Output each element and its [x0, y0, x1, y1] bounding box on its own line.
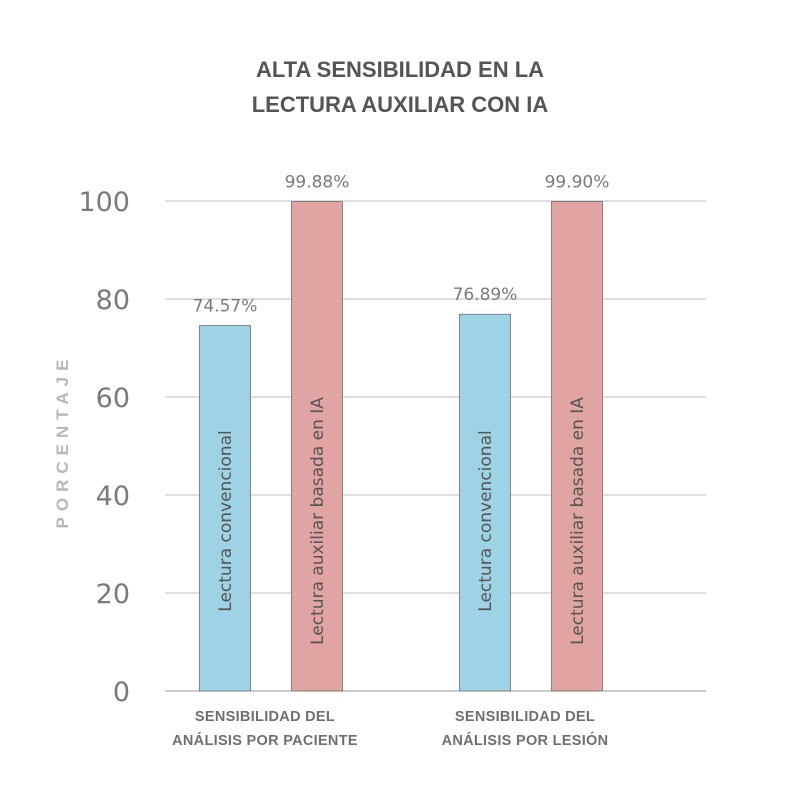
category-label: ANÁLISIS POR PACIENTE: [172, 732, 358, 749]
bar-ai-1: [551, 201, 603, 692]
gridlines: [165, 200, 706, 692]
category-label: ANÁLISIS POR LESIÓN: [442, 731, 609, 749]
category-labels: SENSIBILIDAD DEL ANÁLISIS POR PACIENTE SEN…: [172, 709, 608, 749]
bar-series-label: Lectura auxiliar basada en IA: [308, 397, 328, 645]
bar-ai-0: [291, 201, 343, 692]
chart-title-line-2: LECTURA AUXILIAR CON IA: [252, 92, 549, 117]
bar-series-label: Lectura auxiliar basada en IA: [568, 397, 588, 645]
y-tick-label: 60: [96, 383, 130, 414]
y-tick-label: 100: [78, 187, 130, 218]
y-tick-label: 40: [96, 481, 130, 512]
category-label: SENSIBILIDAD DEL: [195, 709, 335, 725]
bar-conventional-1: [459, 313, 511, 692]
y-tick-labels: 0 20 40 60 80 100: [78, 187, 130, 708]
bars: [199, 201, 603, 692]
y-axis-label: PORCENTAJE: [53, 354, 72, 529]
y-tick-label: 0: [113, 677, 130, 708]
y-tick-label: 20: [96, 579, 130, 610]
bar-conventional-0: [199, 325, 251, 692]
bar-series-label: Lectura convencional: [216, 430, 236, 611]
chart-title-line-1: ALTA SENSIBILIDAD EN LA: [256, 57, 544, 82]
value-labels: 74.57% Lectura convencional 76.89% Lectura …: [193, 172, 610, 644]
bar-series-label: Lectura convencional: [476, 430, 496, 611]
data-label: 74.57%: [193, 297, 258, 317]
y-tick-label: 80: [96, 285, 130, 316]
category-label: SENSIBILIDAD DEL: [455, 709, 595, 725]
data-label: 76.89%: [453, 285, 518, 305]
data-label: 99.90%: [545, 172, 610, 192]
data-label: 99.88%: [285, 173, 350, 193]
